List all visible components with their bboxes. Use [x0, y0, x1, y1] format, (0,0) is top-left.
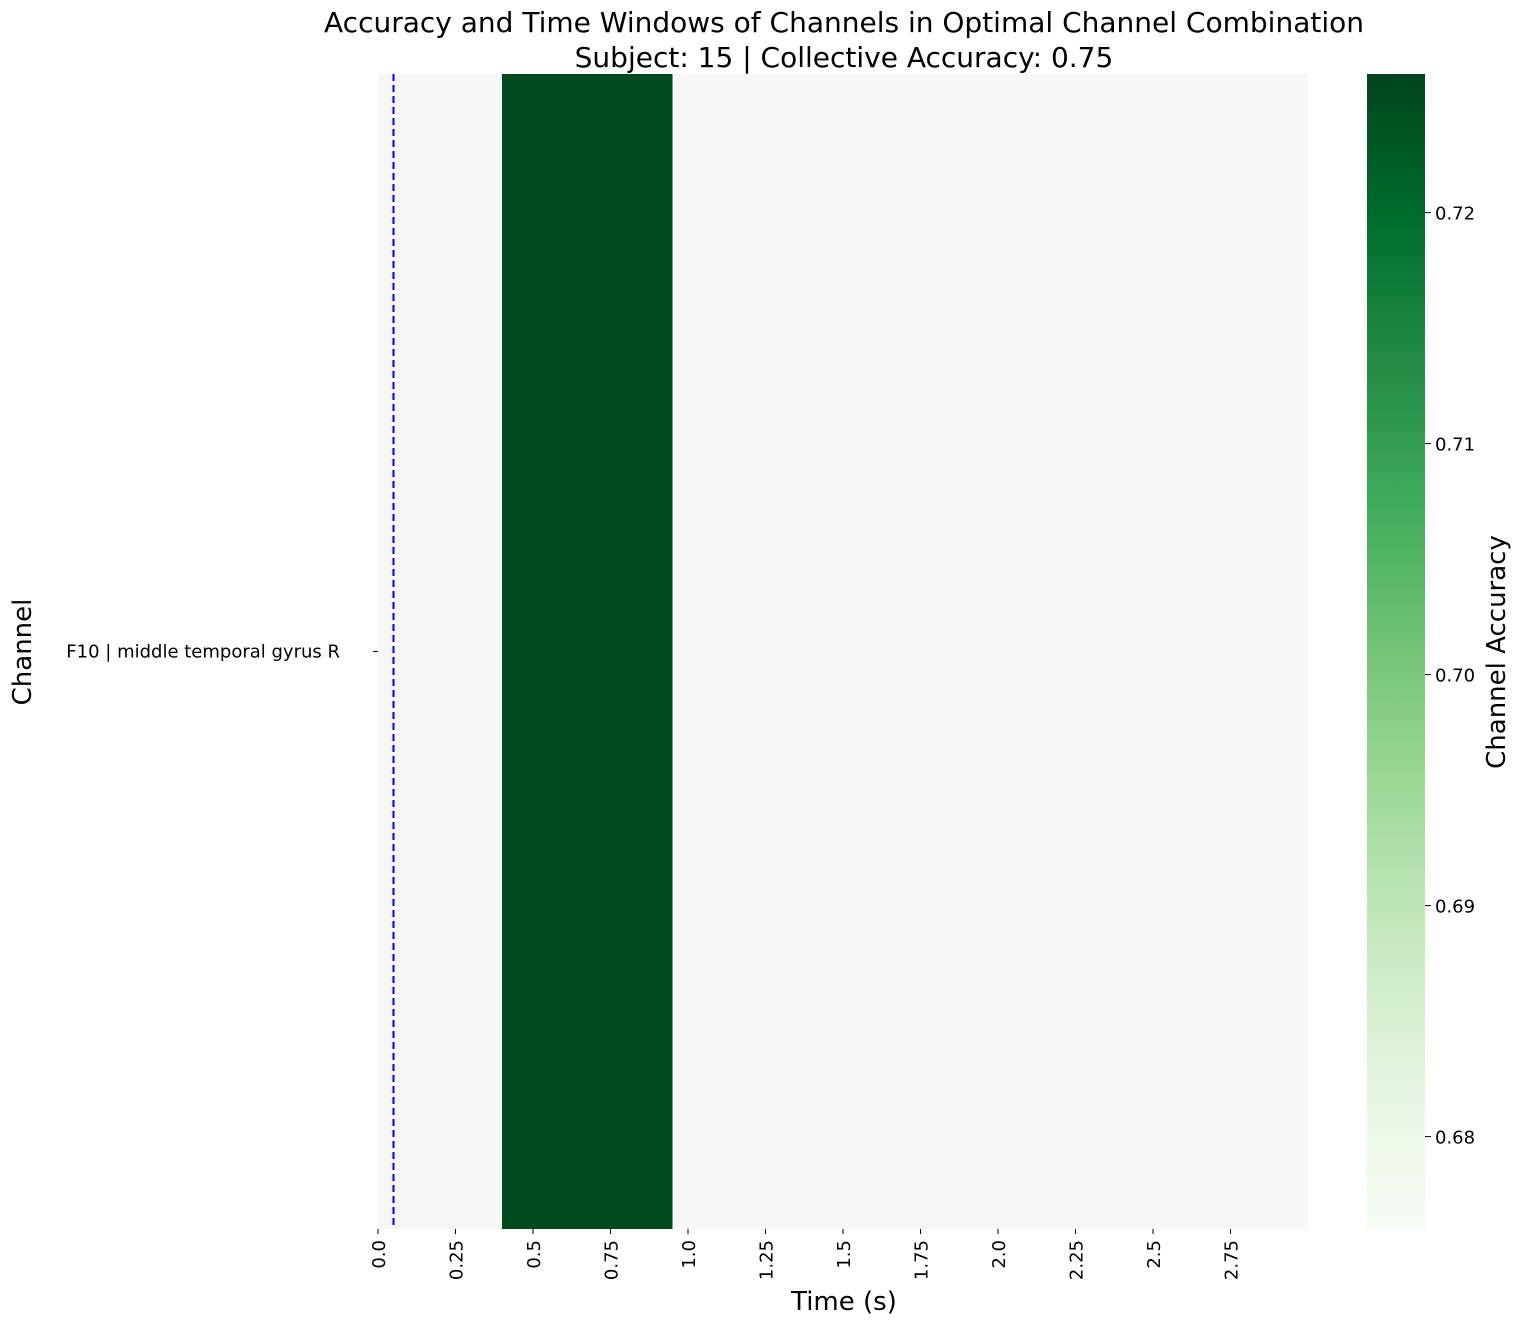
colorbar-tick-label: 0.71: [1435, 435, 1475, 456]
chart-title: Accuracy and Time Windows of Channels in…: [324, 6, 1364, 39]
colorbar-tick-label: 0.70: [1435, 666, 1475, 687]
x-tick-label: 1.0: [679, 1240, 700, 1269]
y-axis-label: Channel: [8, 599, 38, 706]
x-axis-label: Time (s): [790, 1287, 897, 1317]
chart-subtitle: Subject: 15 | Collective Accuracy: 0.75: [575, 41, 1114, 74]
x-tick-label: 0.5: [524, 1240, 545, 1269]
colorbar-tick-label: 0.68: [1435, 1128, 1475, 1149]
colorbar-label: Channel Accuracy: [1482, 535, 1512, 769]
colorbar: [1367, 74, 1425, 1229]
x-tick-label: 1.5: [834, 1240, 855, 1269]
heatmap-cell: [502, 74, 673, 1229]
x-tick-label: 0.25: [447, 1240, 468, 1280]
colorbar-tick-label: 0.72: [1435, 204, 1475, 225]
colorbar-tick-label: 0.69: [1435, 897, 1475, 918]
x-tick-label: 2.25: [1067, 1240, 1088, 1280]
x-tick-label: 1.25: [757, 1240, 778, 1280]
x-tick-label: 2.0: [989, 1240, 1010, 1269]
x-tick-label: 2.5: [1144, 1240, 1165, 1269]
x-tick-label: 1.75: [912, 1240, 933, 1280]
x-tick-label: 0.0: [369, 1240, 390, 1269]
x-tick-label: 0.75: [602, 1240, 623, 1280]
y-tick-label: F10 | middle temporal gyrus R: [66, 642, 340, 663]
x-tick-label: 2.75: [1222, 1240, 1243, 1280]
